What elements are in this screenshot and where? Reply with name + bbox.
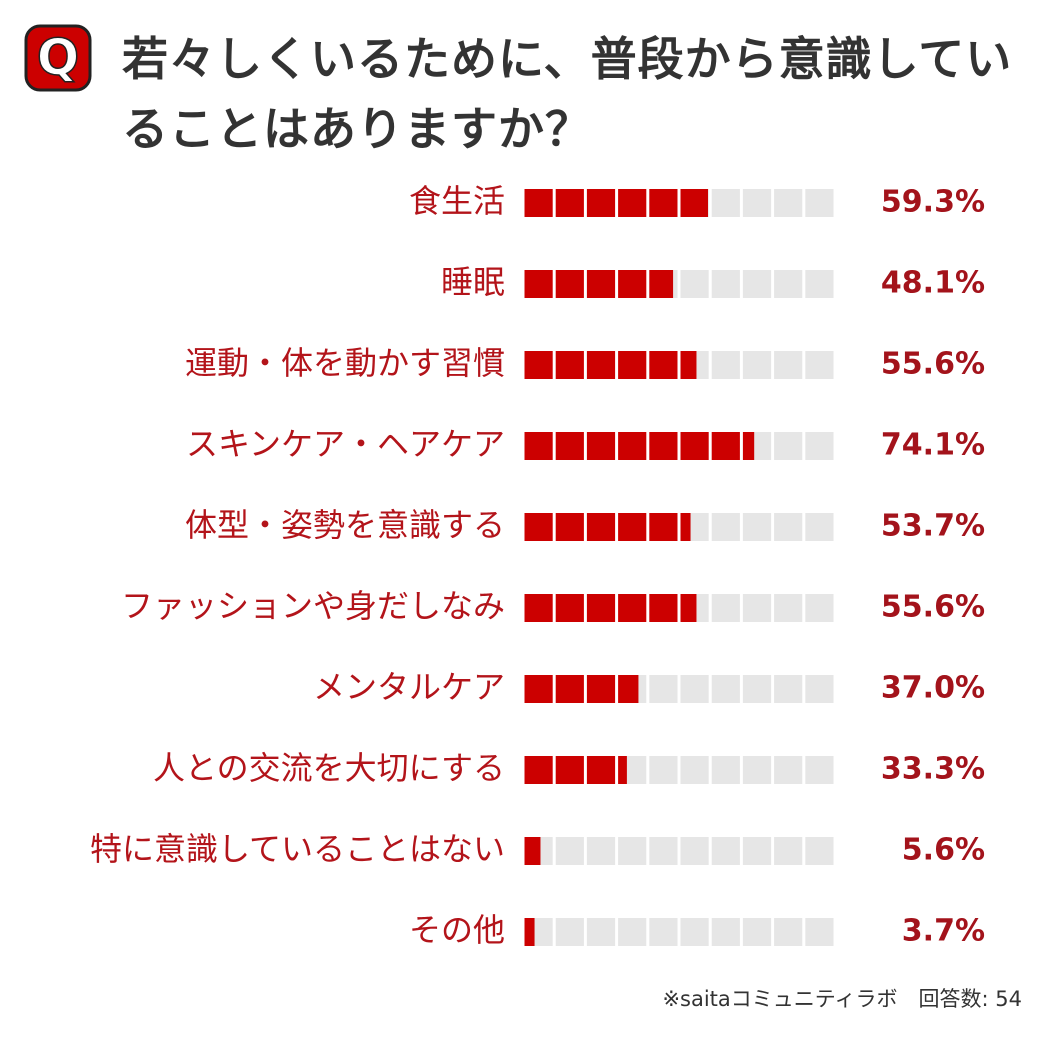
value-label: 74.1% <box>881 428 985 463</box>
bar <box>523 756 627 784</box>
category-label: 運動・体を動かす習慣 <box>185 344 505 382</box>
value-label: 59.3% <box>881 185 985 220</box>
value-label: 55.6% <box>881 347 985 382</box>
footnote: ※saitaコミュニティラボ 回答数: 54 <box>662 987 1022 1011</box>
category-label: 人との交流を大切にする <box>153 749 505 787</box>
category-label: 体型・姿勢を意識する <box>185 506 505 544</box>
bar <box>523 918 535 946</box>
value-label: 48.1% <box>881 266 985 301</box>
category-label: 特に意識していることはない <box>90 830 505 868</box>
value-label: 53.7% <box>881 509 985 544</box>
bar <box>523 837 541 865</box>
category-label: スキンケア・ヘアケア <box>186 425 505 463</box>
q-icon-bg <box>24 24 92 92</box>
category-label: ファッションや身だしなみ <box>121 587 505 625</box>
value-label: 55.6% <box>881 590 985 625</box>
value-label: 3.7% <box>902 914 985 949</box>
value-label: 37.0% <box>881 671 985 706</box>
bar <box>523 270 674 298</box>
category-label: メンタルケア <box>313 668 505 706</box>
value-label: 33.3% <box>881 752 985 787</box>
bar <box>523 594 697 622</box>
category-label: 睡眠 <box>441 263 505 301</box>
bar <box>523 675 639 703</box>
chart-title: 若々しくいるために、普段から意識していることはありますか？ <box>122 32 1013 156</box>
bar <box>523 351 697 379</box>
q-icon-label: Q <box>37 29 80 87</box>
q-icon: Q <box>24 24 92 92</box>
value-label: 5.6% <box>902 833 985 868</box>
bar <box>523 513 691 541</box>
category-label: 食生活 <box>409 182 505 220</box>
bar <box>523 432 755 460</box>
category-label: その他 <box>409 911 505 949</box>
